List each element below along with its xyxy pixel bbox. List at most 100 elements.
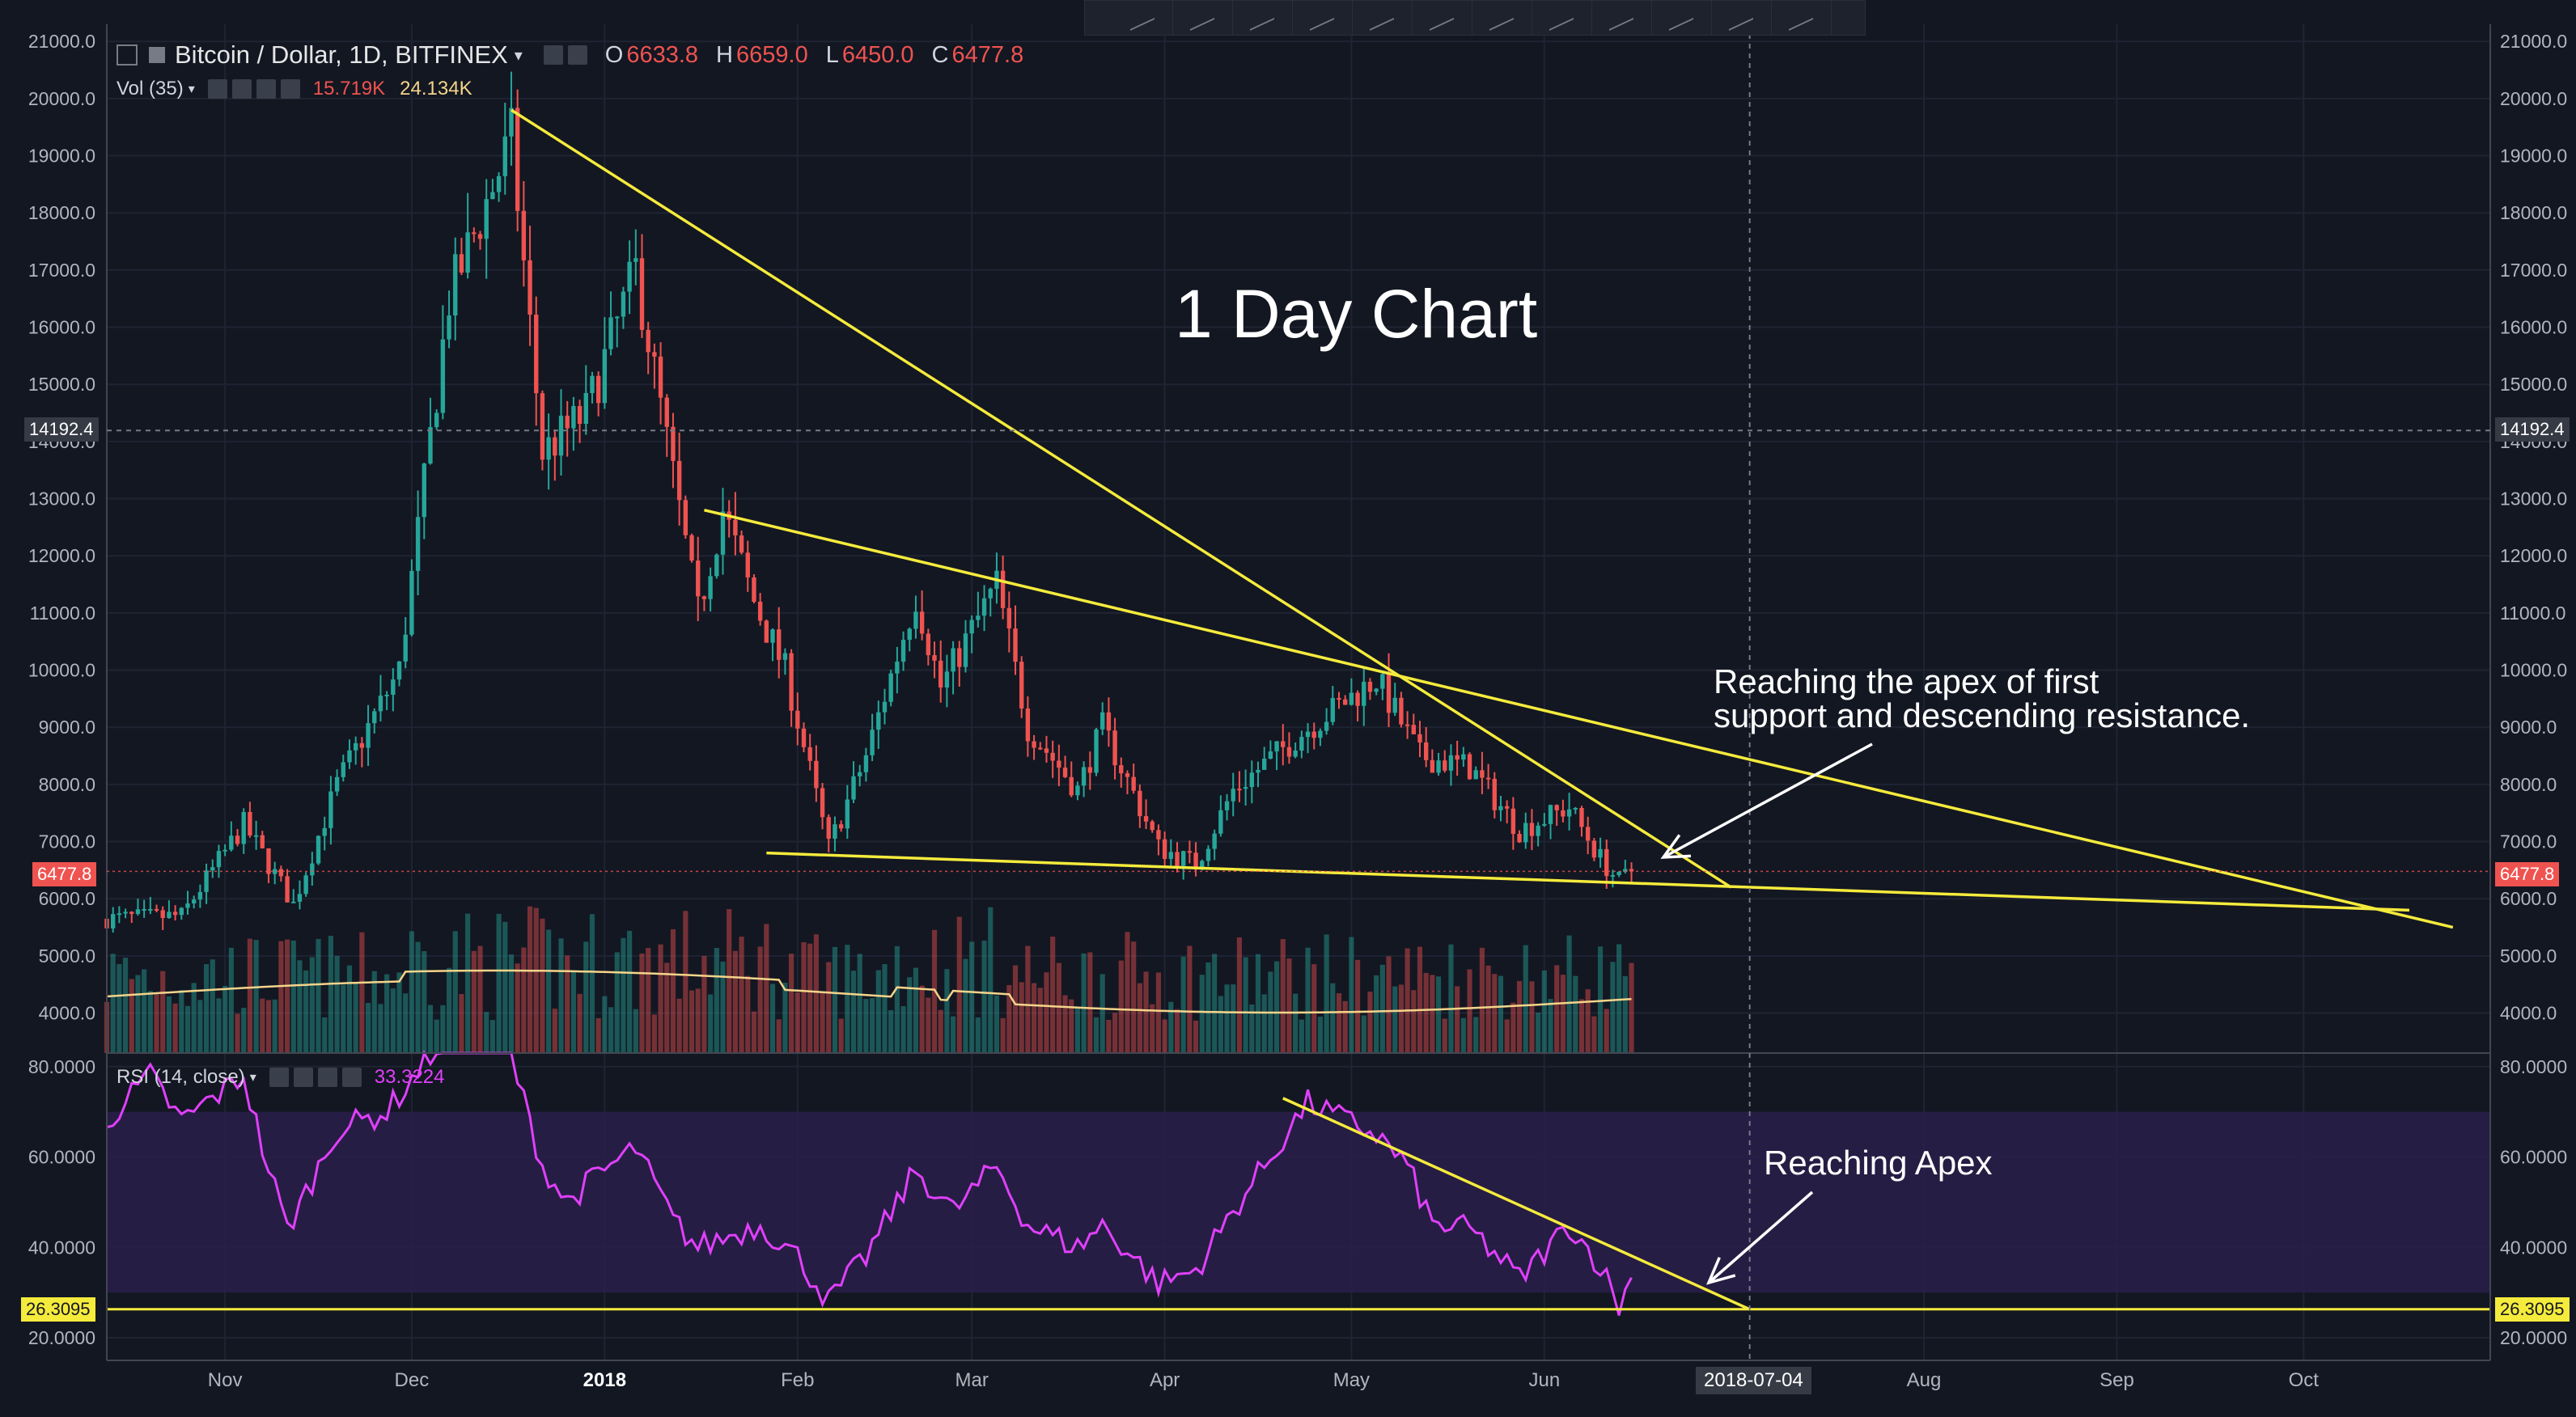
candle-body bbox=[110, 914, 116, 928]
volume-bar bbox=[1473, 1017, 1479, 1053]
gear-icon[interactable] bbox=[231, 79, 252, 99]
trendline bbox=[704, 508, 2454, 929]
candle-body bbox=[876, 712, 881, 730]
series-icon bbox=[149, 47, 165, 63]
candle-body bbox=[434, 412, 439, 428]
channel-tool[interactable] bbox=[1292, 1, 1353, 35]
candle-body bbox=[888, 673, 893, 702]
candle-body bbox=[1218, 810, 1223, 834]
crosshair-price-badge-left: 14192.4 bbox=[24, 417, 99, 442]
volume-bar bbox=[1299, 1019, 1304, 1053]
eye-icon[interactable] bbox=[207, 79, 227, 99]
volume-bar bbox=[633, 1009, 638, 1053]
volume-bar bbox=[708, 994, 714, 1053]
collapse-icon[interactable] bbox=[117, 44, 138, 66]
gear-icon[interactable] bbox=[293, 1068, 313, 1087]
settings-icon[interactable] bbox=[543, 45, 563, 65]
candle-body bbox=[422, 463, 426, 518]
gear-icon[interactable] bbox=[567, 45, 587, 65]
candle-body bbox=[1342, 699, 1348, 705]
candle-body bbox=[490, 192, 495, 200]
volume-bar bbox=[658, 944, 663, 1053]
candle-body bbox=[1237, 789, 1242, 791]
volume-bar bbox=[334, 955, 340, 1053]
candle-body bbox=[1423, 742, 1429, 760]
candle-body bbox=[291, 901, 296, 903]
volume-bar bbox=[378, 1004, 383, 1053]
volume-bar bbox=[409, 931, 414, 1053]
pattern-tool[interactable] bbox=[1352, 1, 1413, 35]
candle-body bbox=[571, 406, 576, 429]
fib-tool[interactable] bbox=[1232, 1, 1293, 35]
volume-bar bbox=[627, 930, 633, 1053]
last-price-badge-left: 6477.8 bbox=[32, 862, 97, 886]
volume-bar bbox=[384, 974, 390, 1053]
candle-body bbox=[297, 894, 303, 902]
trendlines bbox=[511, 108, 2454, 1311]
crosshair-date-badge: 2018-07-04 bbox=[1696, 1367, 1811, 1394]
rsi-label[interactable]: RSI (14, close) bbox=[117, 1066, 245, 1088]
apex-annotation[interactable]: Reaching the apex of first support and d… bbox=[1714, 665, 2250, 733]
price-axis-label-left: 15000.0 bbox=[28, 374, 95, 395]
time-axis-label: Mar bbox=[955, 1369, 989, 1391]
candle-body bbox=[627, 261, 632, 292]
candle-body bbox=[216, 851, 222, 868]
time-axis-label: Jun bbox=[1528, 1369, 1560, 1391]
measure-tool[interactable] bbox=[1472, 1, 1532, 35]
curve-tool[interactable] bbox=[1771, 1, 1832, 35]
candle-body bbox=[1448, 755, 1454, 771]
volume-bar bbox=[757, 946, 763, 1053]
arrow-tool[interactable] bbox=[1651, 1, 1712, 35]
candle-body bbox=[1274, 741, 1279, 752]
shape-tool[interactable] bbox=[1532, 1, 1592, 35]
candle-body bbox=[1318, 730, 1323, 738]
volume-bar bbox=[184, 1005, 191, 1053]
volume-bar bbox=[1554, 965, 1560, 1053]
eye-icon[interactable] bbox=[269, 1068, 289, 1087]
volume-bar bbox=[646, 947, 651, 1053]
candle-body bbox=[1623, 869, 1628, 872]
candle-body bbox=[814, 760, 819, 789]
volume-dropdown-icon[interactable]: ▾ bbox=[188, 82, 195, 96]
wave-tool[interactable] bbox=[1591, 1, 1652, 35]
candle-body bbox=[1523, 823, 1528, 843]
trend-line-tool[interactable] bbox=[1112, 1, 1173, 35]
plus-icon[interactable] bbox=[256, 79, 276, 99]
volume-bar bbox=[1529, 981, 1535, 1053]
candle-body bbox=[1125, 773, 1130, 777]
candle-body bbox=[428, 427, 433, 464]
volume-bar bbox=[565, 955, 570, 1053]
volume-bar bbox=[1467, 969, 1472, 1053]
candle-body bbox=[1461, 754, 1466, 760]
rsi-apex-annotation[interactable]: Reaching Apex bbox=[1764, 1144, 1993, 1182]
close-icon[interactable] bbox=[280, 79, 300, 99]
volume-bar bbox=[1125, 932, 1130, 1053]
volume-bar bbox=[241, 1008, 247, 1053]
candle-body bbox=[1554, 805, 1559, 810]
volume-bar bbox=[1616, 944, 1622, 1053]
rsi-dropdown-icon[interactable]: ▾ bbox=[249, 1071, 256, 1085]
price-axis-label-right: 9000.0 bbox=[2500, 717, 2557, 738]
path-tool[interactable] bbox=[1412, 1, 1472, 35]
volume-bar bbox=[359, 932, 365, 1053]
volume-bar bbox=[371, 971, 377, 1053]
candle-body bbox=[1256, 769, 1260, 773]
symbol-title[interactable]: Bitcoin / Dollar, 1D, BITFINEX bbox=[175, 40, 508, 69]
plus-icon[interactable] bbox=[317, 1068, 337, 1087]
volume-bar bbox=[975, 1017, 981, 1053]
chart-title-annotation[interactable]: 1 Day Chart bbox=[1175, 276, 1538, 352]
candle-body bbox=[129, 912, 134, 914]
volume-bar bbox=[944, 969, 950, 1053]
ray-tool[interactable] bbox=[1172, 1, 1233, 35]
volume-bar bbox=[807, 943, 813, 1053]
close-icon[interactable] bbox=[341, 1068, 362, 1087]
triangle-tool[interactable] bbox=[1711, 1, 1772, 35]
volume-bar bbox=[1629, 962, 1634, 1053]
volume-value: 15.719K bbox=[312, 78, 386, 99]
volume-bar bbox=[1231, 984, 1236, 1053]
volume-label[interactable]: Vol (35) bbox=[117, 78, 184, 99]
volume-bar bbox=[907, 977, 913, 1053]
volume-bar bbox=[714, 948, 719, 1053]
symbol-dropdown-icon[interactable]: ▾ bbox=[514, 46, 523, 65]
